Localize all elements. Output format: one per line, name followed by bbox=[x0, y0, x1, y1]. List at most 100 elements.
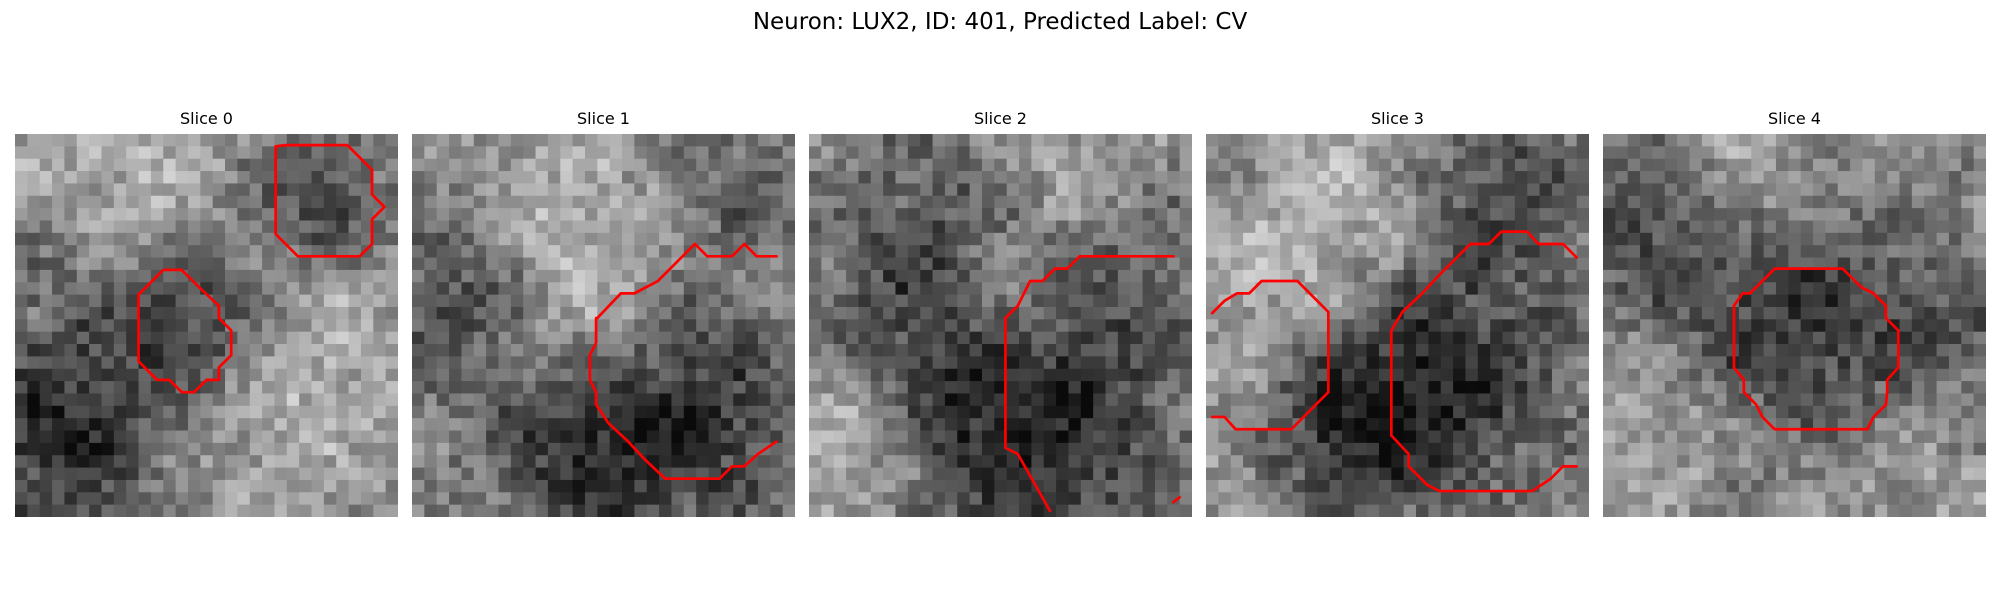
pixel bbox=[1961, 492, 1975, 506]
pixel bbox=[547, 393, 561, 407]
pixel bbox=[1477, 294, 1491, 308]
pixel bbox=[1056, 479, 1069, 493]
pixel bbox=[249, 331, 263, 345]
pixel bbox=[101, 183, 115, 197]
pixel bbox=[1837, 418, 1851, 432]
pixel bbox=[1093, 504, 1107, 517]
pixel bbox=[323, 208, 337, 221]
pixel bbox=[1615, 171, 1629, 184]
pixel bbox=[1255, 344, 1269, 357]
pixel bbox=[696, 269, 710, 283]
pixel bbox=[1490, 479, 1504, 493]
pixel bbox=[920, 331, 934, 345]
pixel bbox=[671, 418, 685, 432]
pixel bbox=[1911, 257, 1925, 271]
pixel bbox=[1825, 195, 1839, 209]
pixel bbox=[64, 195, 78, 209]
pixel bbox=[1924, 356, 1938, 370]
pixel bbox=[1019, 269, 1032, 283]
pixel bbox=[646, 306, 660, 320]
pixel bbox=[770, 134, 784, 147]
pixel bbox=[1317, 344, 1331, 357]
pixel bbox=[1924, 294, 1938, 308]
pixel bbox=[1924, 455, 1938, 469]
pixel bbox=[1539, 294, 1553, 308]
pixel bbox=[809, 381, 822, 394]
pixel bbox=[373, 294, 387, 308]
pixel bbox=[225, 183, 238, 197]
pixel bbox=[1105, 269, 1119, 283]
pixel bbox=[1243, 146, 1256, 160]
pixel bbox=[373, 405, 387, 419]
pixel bbox=[1019, 479, 1032, 493]
pixel bbox=[449, 442, 462, 456]
pixel bbox=[1961, 208, 1975, 221]
pixel bbox=[1218, 418, 1232, 432]
pixel bbox=[1403, 455, 1417, 469]
pixel bbox=[1218, 442, 1232, 456]
pixel bbox=[138, 195, 152, 209]
pixel bbox=[1763, 356, 1777, 370]
pixel bbox=[1775, 245, 1789, 259]
pixel bbox=[473, 356, 487, 370]
pixel bbox=[1627, 232, 1641, 246]
pixel bbox=[461, 331, 475, 345]
pixel bbox=[1800, 430, 1814, 444]
pixel bbox=[560, 257, 574, 271]
pixel bbox=[1564, 356, 1578, 370]
pixel bbox=[981, 269, 995, 283]
pixel bbox=[1763, 195, 1777, 209]
pixel bbox=[1763, 319, 1777, 333]
pixel bbox=[907, 418, 921, 432]
pixel bbox=[1403, 492, 1417, 506]
pixel bbox=[1403, 245, 1417, 259]
pixel bbox=[1502, 306, 1516, 320]
pixel bbox=[299, 171, 313, 184]
pixel bbox=[1093, 183, 1107, 197]
pixel bbox=[696, 183, 710, 197]
pixel bbox=[1763, 232, 1777, 246]
pixel bbox=[1154, 418, 1168, 432]
pixel bbox=[969, 171, 983, 184]
pixel bbox=[262, 368, 275, 382]
pixel bbox=[1354, 245, 1368, 259]
pixel bbox=[944, 467, 958, 481]
slice-image-3 bbox=[1206, 134, 1589, 517]
pixel bbox=[720, 245, 734, 259]
pixel bbox=[809, 492, 822, 506]
pixel bbox=[1615, 393, 1629, 407]
pixel bbox=[757, 492, 771, 506]
pixel bbox=[622, 479, 635, 493]
pixel bbox=[237, 504, 251, 517]
pixel bbox=[846, 146, 859, 160]
pixel bbox=[560, 368, 574, 382]
pixel bbox=[895, 171, 909, 184]
pixel bbox=[436, 319, 450, 333]
pixel bbox=[1775, 331, 1789, 345]
pixel bbox=[1936, 208, 1950, 221]
pixel bbox=[1502, 245, 1516, 259]
pixel bbox=[547, 220, 561, 234]
pixel bbox=[27, 208, 41, 221]
pixel bbox=[113, 405, 127, 419]
pixel bbox=[1800, 368, 1814, 382]
pixel bbox=[1924, 269, 1938, 283]
pixel bbox=[486, 331, 499, 345]
pixel bbox=[1329, 455, 1343, 469]
pixel bbox=[770, 269, 784, 283]
pixel bbox=[336, 195, 350, 209]
pixel bbox=[1206, 430, 1219, 444]
pixel bbox=[187, 195, 201, 209]
pixel bbox=[1924, 368, 1938, 382]
pixel bbox=[1539, 356, 1553, 370]
pixel bbox=[1627, 331, 1641, 345]
pixel bbox=[274, 294, 288, 308]
pixel bbox=[1428, 134, 1442, 147]
pixel bbox=[745, 479, 759, 493]
pixel bbox=[449, 183, 462, 197]
pixel bbox=[547, 195, 561, 209]
pixel bbox=[486, 344, 499, 357]
pixel bbox=[597, 331, 611, 345]
pixel bbox=[1502, 183, 1516, 197]
pixel bbox=[212, 257, 226, 271]
